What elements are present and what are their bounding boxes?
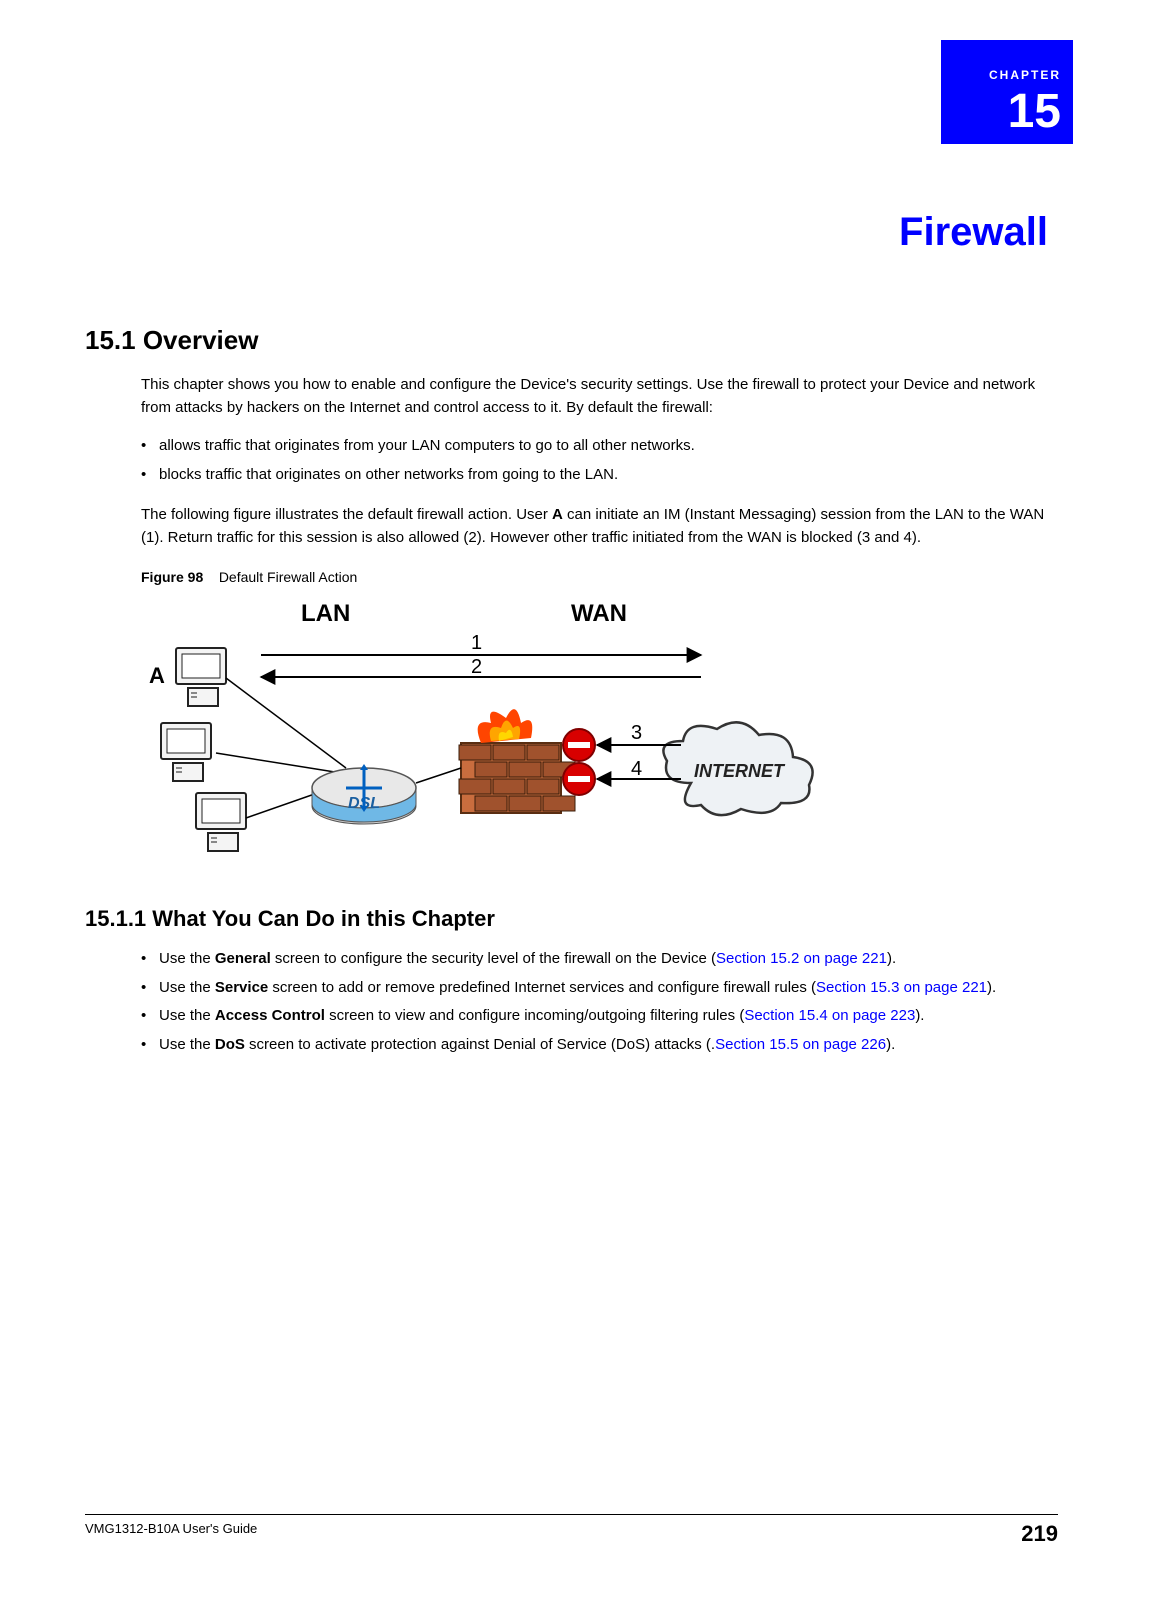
chapter-label: CHAPTER [989, 68, 1061, 82]
section-heading-overview: 15.1 Overview [85, 325, 1058, 356]
section-heading-whatyoucando: 15.1.1 What You Can Do in this Chapter [85, 906, 1058, 932]
chapter-title: Firewall [85, 210, 1048, 255]
page: CHAPTER 15 Firewall 15.1 Overview This c… [0, 0, 1163, 1597]
li-mid: screen to add or remove predefined Inter… [268, 979, 816, 996]
figure-number: Figure 98 [141, 569, 203, 585]
svg-text:LAN: LAN [301, 600, 350, 627]
svg-text:3: 3 [631, 722, 642, 744]
page-footer: VMG1312-B10A User's Guide 219 [85, 1514, 1058, 1547]
li-post: ). [987, 979, 996, 996]
overview-para2: The following figure illustrates the def… [141, 504, 1058, 549]
bullet-item: blocks traffic that originates on other … [141, 464, 1058, 487]
list-item: Use the Access Control screen to view an… [141, 1005, 1058, 1028]
li-pre: Use the [159, 1036, 215, 1053]
li-post: ). [887, 950, 896, 967]
para2-pre: The following figure illustrates the def… [141, 506, 552, 523]
li-post: ). [915, 1007, 924, 1024]
link-section-15-5[interactable]: Section 15.5 on page 226 [715, 1036, 886, 1053]
para2-bold: A [552, 506, 563, 523]
svg-text:2: 2 [471, 656, 482, 678]
li-mid: screen to view and configure incoming/ou… [325, 1007, 744, 1024]
overview-bullets: allows traffic that originates from your… [141, 435, 1058, 486]
firewall-diagram: LANWANADSLINTERNET1234 [141, 593, 861, 873]
list-item: Use the DoS screen to activate protectio… [141, 1034, 1058, 1057]
footer-page-number: 219 [1021, 1521, 1058, 1547]
svg-text:1: 1 [471, 632, 482, 654]
list-item: Use the General screen to configure the … [141, 948, 1058, 971]
link-section-15-4[interactable]: Section 15.4 on page 223 [744, 1007, 915, 1024]
svg-text:INTERNET: INTERNET [694, 761, 786, 781]
li-bold: General [215, 950, 271, 967]
svg-text:4: 4 [631, 758, 642, 780]
overview-para1: This chapter shows you how to enable and… [141, 374, 1058, 419]
list-item: Use the Service screen to add or remove … [141, 977, 1058, 1000]
figure-caption: Figure 98 Default Firewall Action [141, 569, 1058, 585]
li-pre: Use the [159, 1007, 215, 1024]
link-section-15-2[interactable]: Section 15.2 on page 221 [716, 950, 887, 967]
link-section-15-3[interactable]: Section 15.3 on page 221 [816, 979, 987, 996]
li-bold: DoS [215, 1036, 245, 1053]
bullet-item: allows traffic that originates from your… [141, 435, 1058, 458]
whatyoucando-list: Use the General screen to configure the … [141, 948, 1058, 1056]
chapter-badge: CHAPTER 15 [941, 40, 1073, 144]
li-pre: Use the [159, 979, 215, 996]
li-pre: Use the [159, 950, 215, 967]
footer-guide-name: VMG1312-B10A User's Guide [85, 1521, 257, 1536]
li-mid: screen to configure the security level o… [271, 950, 716, 967]
li-mid: screen to activate protection against De… [245, 1036, 715, 1053]
li-bold: Service [215, 979, 268, 996]
svg-text:A: A [149, 663, 165, 688]
li-bold: Access Control [215, 1007, 325, 1024]
chapter-number: 15 [989, 88, 1061, 136]
figure-title: Default Firewall Action [219, 569, 358, 585]
figure-98: LANWANADSLINTERNET1234 [141, 593, 1058, 878]
li-post: ). [886, 1036, 895, 1053]
svg-text:WAN: WAN [571, 600, 627, 627]
